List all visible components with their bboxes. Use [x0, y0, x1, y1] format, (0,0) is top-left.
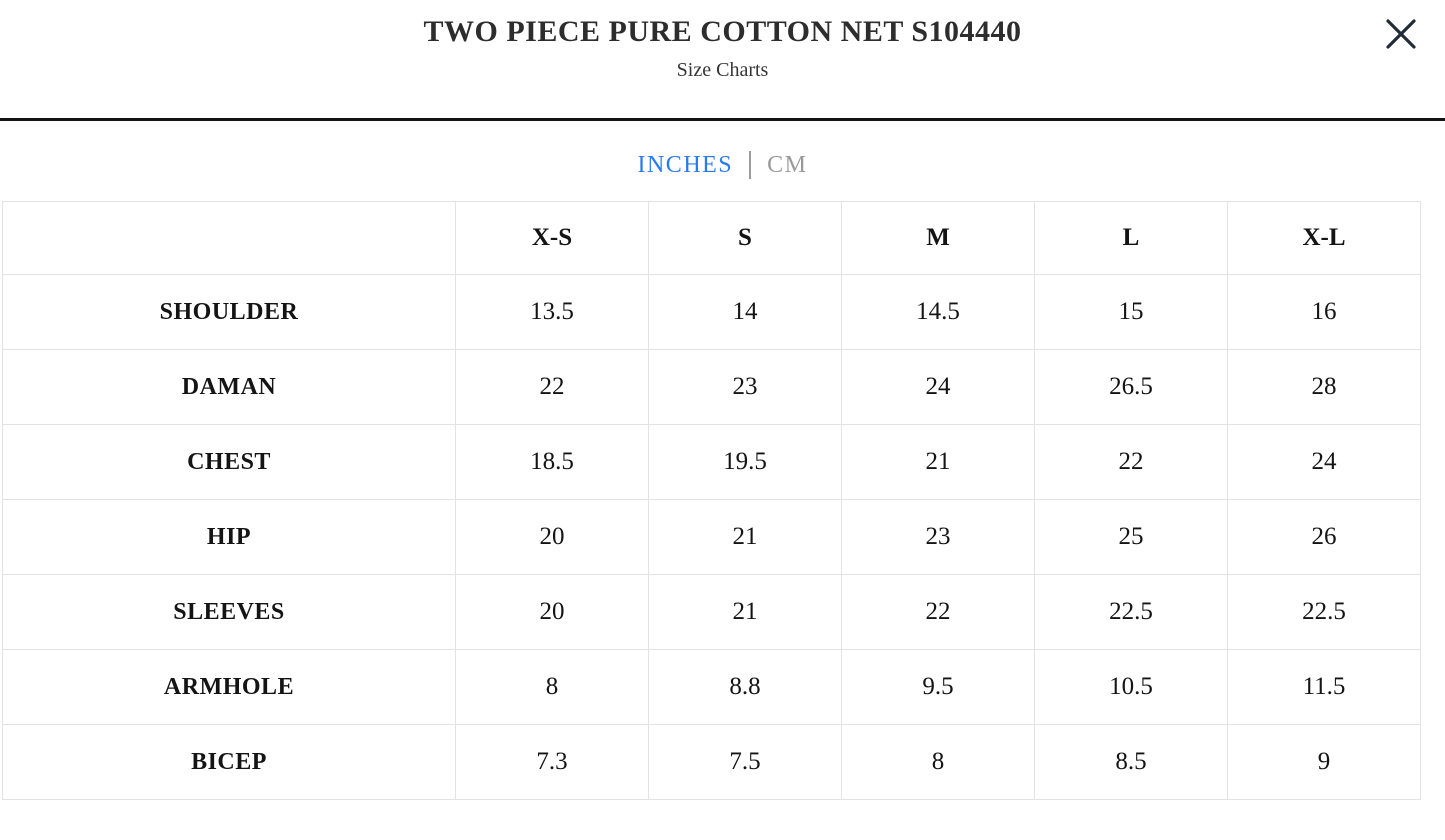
size-value-cell: 21: [648, 574, 842, 650]
size-value-cell: 25: [1034, 499, 1228, 575]
close-icon: [1382, 15, 1420, 53]
size-value-cell: 8: [841, 724, 1035, 800]
size-value-cell: 14.5: [841, 274, 1035, 350]
size-value-cell: 18.5: [455, 424, 649, 500]
size-value-cell: 13.5: [455, 274, 649, 350]
size-value-cell: 22: [1034, 424, 1228, 500]
size-value-cell: 23: [648, 349, 842, 425]
size-value-cell: 16: [1227, 274, 1421, 350]
size-column-header: X-L: [1227, 201, 1421, 275]
modal-header: TWO PIECE PURE COTTON NET S104440 Size C…: [0, 0, 1445, 121]
unit-tabs: INCHES CM: [0, 151, 1445, 179]
size-column-header: L: [1034, 201, 1228, 275]
size-value-cell: 22: [841, 574, 1035, 650]
page-subtitle: Size Charts: [676, 59, 769, 81]
size-value-cell: 24: [841, 349, 1035, 425]
table-row: SLEEVES 20 21 22 22.5 22.5: [2, 574, 1421, 650]
size-value-cell: 23: [841, 499, 1035, 575]
close-button[interactable]: [1379, 12, 1423, 56]
size-value-cell: 7.3: [455, 724, 649, 800]
table-row: HIP 20 21 23 25 26: [2, 499, 1421, 575]
measurement-label: SLEEVES: [2, 574, 456, 650]
size-value-cell: 8.8: [648, 649, 842, 725]
size-value-cell: 26: [1227, 499, 1421, 575]
measurement-label: ARMHOLE: [2, 649, 456, 725]
table-row: BICEP 7.3 7.5 8 8.5 9: [2, 724, 1421, 800]
table-row: SHOULDER 13.5 14 14.5 15 16: [2, 274, 1421, 350]
size-value-cell: 15: [1034, 274, 1228, 350]
size-chart-container: X-S S M L X-L SHOULDER 13.5 14 14.5 15 16 DAMAN 22 2…: [2, 201, 1421, 800]
size-value-cell: 22.5: [1034, 574, 1228, 650]
size-value-cell: 10.5: [1034, 649, 1228, 725]
size-value-cell: 8: [455, 649, 649, 725]
measurement-label: BICEP: [2, 724, 456, 800]
table-row: ARMHOLE 8 8.8 9.5 10.5 11.5: [2, 649, 1421, 725]
size-value-cell: 14: [648, 274, 842, 350]
size-value-cell: 22: [455, 349, 649, 425]
measurement-label: HIP: [2, 499, 456, 575]
size-chart-table: X-S S M L X-L SHOULDER 13.5 14 14.5 15 16 DAMAN 22 2…: [2, 201, 1421, 800]
table-row: DAMAN 22 23 24 26.5 28: [2, 349, 1421, 425]
size-value-cell: 21: [648, 499, 842, 575]
size-value-cell: 28: [1227, 349, 1421, 425]
measurement-label: DAMAN: [2, 349, 456, 425]
size-column-header: M: [841, 201, 1035, 275]
size-column-header: X-S: [455, 201, 649, 275]
size-value-cell: 7.5: [648, 724, 842, 800]
size-value-cell: 20: [455, 574, 649, 650]
measurement-label: SHOULDER: [2, 274, 456, 350]
size-value-cell: 19.5: [648, 424, 842, 500]
size-table-body: SHOULDER 13.5 14 14.5 15 16 DAMAN 22 23 24 26.5 28 C…: [2, 274, 1421, 800]
size-value-cell: 24: [1227, 424, 1421, 500]
size-header-row: X-S S M L X-L: [2, 201, 1421, 275]
size-value-cell: 20: [455, 499, 649, 575]
size-value-cell: 11.5: [1227, 649, 1421, 725]
size-value-cell: 22.5: [1227, 574, 1421, 650]
table-row: CHEST 18.5 19.5 21 22 24: [2, 424, 1421, 500]
size-value-cell: 9.5: [841, 649, 1035, 725]
measurement-label: CHEST: [2, 424, 456, 500]
size-value-cell: 21: [841, 424, 1035, 500]
tab-separator: [749, 151, 752, 179]
page-title: TWO PIECE PURE COTTON NET S104440: [423, 15, 1022, 48]
tab-cm[interactable]: CM: [767, 151, 808, 178]
size-column-header: S: [648, 201, 842, 275]
size-value-cell: 8.5: [1034, 724, 1228, 800]
size-value-cell: 26.5: [1034, 349, 1228, 425]
tab-inches[interactable]: INCHES: [637, 151, 734, 178]
corner-cell: [2, 201, 456, 275]
size-value-cell: 9: [1227, 724, 1421, 800]
